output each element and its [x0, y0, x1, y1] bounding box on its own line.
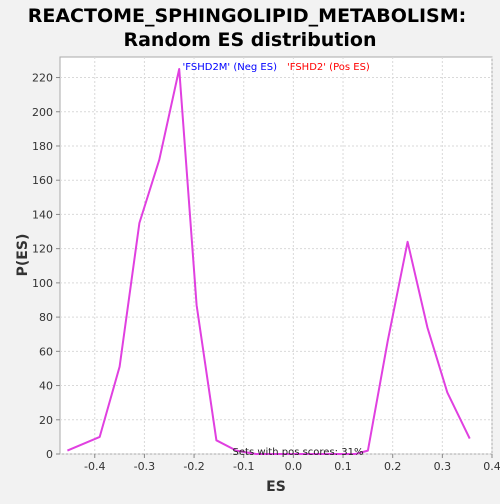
- x-tick-label: 0.2: [384, 460, 402, 473]
- y-tick-label: 200: [32, 106, 53, 119]
- x-tick-label: -0.1: [233, 460, 254, 473]
- y-tick-label: 140: [32, 208, 53, 221]
- chart-title-line2: Random ES distribution: [123, 29, 376, 51]
- x-tick-label: 0.1: [334, 460, 352, 473]
- x-tick-label: 0.0: [285, 460, 303, 473]
- y-tick-label: 0: [46, 448, 53, 461]
- series-line: [67, 68, 471, 455]
- y-tick-label: 20: [39, 414, 53, 427]
- y-tick-label: 180: [32, 140, 53, 153]
- x-tick-label: 0.3: [434, 460, 452, 473]
- y-axis-label: P(ES): [15, 234, 31, 277]
- y-tick-label: 80: [39, 311, 53, 324]
- y-tick-label: 220: [32, 72, 53, 85]
- series-layer: [67, 68, 471, 455]
- y-tick-label: 120: [32, 243, 53, 256]
- legend-pos-es: 'FSHD2' (Pos ES): [287, 62, 370, 73]
- y-tick-label: 40: [39, 380, 53, 393]
- pos-scores-annotation: Sets with pos scores: 31%: [233, 447, 364, 458]
- x-tick-label: -0.4: [84, 460, 105, 473]
- y-axis-ticks: 0 20 40 60 80 100 120 140 160 180 200 220: [32, 72, 60, 461]
- x-tick-label: 0.4: [483, 460, 500, 473]
- y-tick-label: 160: [32, 174, 53, 187]
- plot-area: [59, 56, 493, 455]
- chart-title-line1: REACTOME_SPHINGOLIPID_METABOLISM:: [28, 5, 467, 27]
- x-tick-label: -0.2: [183, 460, 204, 473]
- y-tick-label: 100: [32, 277, 53, 290]
- x-tick-label: -0.3: [134, 460, 155, 473]
- legend-neg-es: 'FSHD2M' (Neg ES): [183, 62, 278, 73]
- x-axis-label: ES: [266, 479, 286, 495]
- y-tick-label: 60: [39, 345, 53, 358]
- x-axis-ticks: -0.4 -0.3 -0.2 -0.1 0.0 0.1 0.2 0.3 0.4: [84, 454, 500, 473]
